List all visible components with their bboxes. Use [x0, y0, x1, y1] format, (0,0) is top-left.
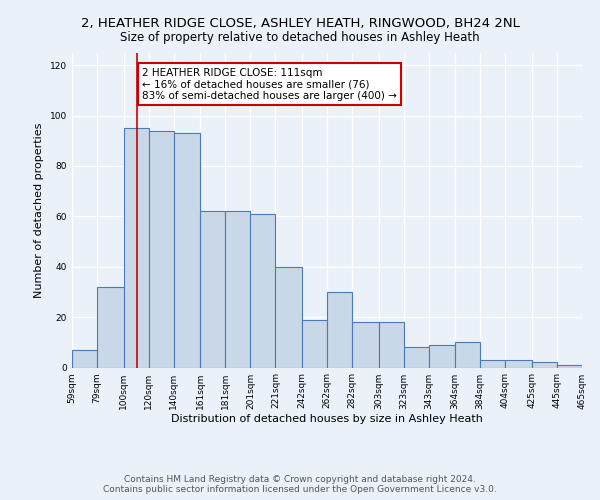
- Y-axis label: Number of detached properties: Number of detached properties: [34, 122, 44, 298]
- Text: Size of property relative to detached houses in Ashley Heath: Size of property relative to detached ho…: [120, 31, 480, 44]
- Bar: [124, 128, 149, 368]
- Bar: [429, 345, 455, 368]
- Bar: [302, 320, 327, 368]
- Bar: [557, 365, 582, 368]
- Bar: [505, 360, 532, 368]
- Bar: [480, 360, 505, 368]
- Bar: [404, 348, 429, 368]
- Bar: [225, 212, 250, 368]
- Bar: [352, 322, 379, 368]
- Bar: [275, 266, 302, 368]
- Text: Contains HM Land Registry data © Crown copyright and database right 2024.
Contai: Contains HM Land Registry data © Crown c…: [103, 474, 497, 494]
- Bar: [72, 350, 97, 368]
- Bar: [250, 214, 275, 368]
- Text: 2 HEATHER RIDGE CLOSE: 111sqm
← 16% of detached houses are smaller (76)
83% of s: 2 HEATHER RIDGE CLOSE: 111sqm ← 16% of d…: [142, 68, 397, 101]
- Bar: [327, 292, 352, 368]
- Bar: [379, 322, 404, 368]
- X-axis label: Distribution of detached houses by size in Ashley Heath: Distribution of detached houses by size …: [171, 414, 483, 424]
- Bar: [174, 133, 200, 368]
- Text: 2, HEATHER RIDGE CLOSE, ASHLEY HEATH, RINGWOOD, BH24 2NL: 2, HEATHER RIDGE CLOSE, ASHLEY HEATH, RI…: [80, 18, 520, 30]
- Bar: [200, 212, 225, 368]
- Bar: [97, 287, 124, 368]
- Bar: [455, 342, 480, 367]
- Bar: [532, 362, 557, 368]
- Bar: [149, 130, 174, 368]
